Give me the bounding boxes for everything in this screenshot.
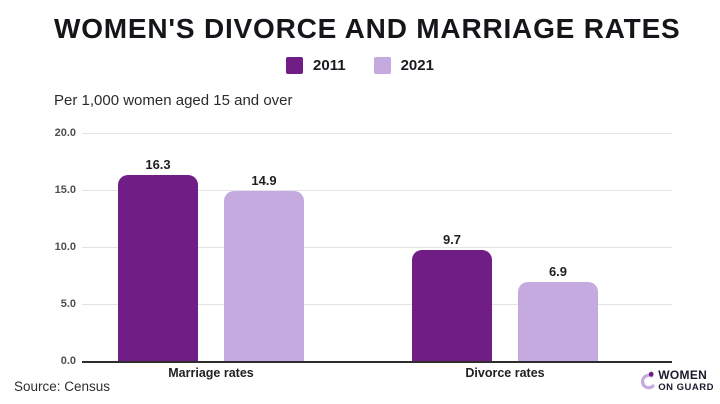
chart-subtitle: Per 1,000 women aged 15 and over — [54, 92, 293, 109]
bar-value-label: 6.9 — [548, 264, 568, 280]
gridline-5.0 — [82, 304, 672, 305]
brand-logo-text: WOMEN ON GUARD — [658, 368, 714, 394]
bar-group-1: 16.3 14.9 — [118, 157, 304, 361]
category-label: Divorce rates — [465, 366, 545, 380]
legend-swatch — [373, 57, 391, 74]
bar-value-label: 16.3 — [145, 157, 171, 173]
women-on-guard-icon — [640, 370, 655, 392]
legend-label: 2021 — [400, 57, 434, 74]
y-tick-label: 15.0 — [54, 184, 76, 196]
bar-cell: 14.9 — [224, 173, 304, 361]
chart-title: WOMEN'S DIVORCE AND MARRIAGE RATES — [54, 13, 681, 44]
bar-cell: 6.9 — [518, 264, 598, 361]
category-label: Marriage rates — [168, 366, 254, 380]
legend-item-2021: 2021 — [373, 57, 434, 74]
x-axis-line — [82, 361, 672, 363]
bar-marriage-rates-2011 — [118, 175, 198, 361]
bar-divorce-rates-2011 — [412, 250, 492, 361]
legend-item-2011: 2011 — [286, 57, 346, 74]
bar-cell: 16.3 — [118, 157, 198, 361]
bar-divorce-rates-2021 — [518, 282, 598, 361]
bar-cell: 9.7 — [412, 232, 492, 361]
y-tick-label: 0.0 — [60, 355, 76, 367]
y-tick-label: 5.0 — [60, 298, 76, 310]
y-tick-label: 20.0 — [54, 127, 76, 139]
legend-label: 2011 — [313, 57, 346, 74]
bar-value-label: 9.7 — [442, 232, 462, 248]
bar-group-2: 9.7 6.9 — [412, 232, 598, 361]
gridline-15.0 — [82, 190, 672, 191]
bar-marriage-rates-2021 — [224, 191, 304, 361]
legend: 2011 2021 — [0, 57, 720, 74]
y-tick-label: 10.0 — [54, 241, 76, 253]
legend-swatch — [286, 57, 304, 74]
plot-area: 20.0 15.0 10.0 5.0 0.0 16.3 14.9 Marriage rates… — [55, 127, 672, 380]
brand-name-line2: ON GUARD — [658, 381, 714, 393]
brand-logo: WOMEN ON GUARD — [640, 368, 714, 394]
brand-name-line1: WOMEN — [658, 368, 708, 382]
source-note: Source: Census — [14, 379, 111, 394]
gridline-20.0 — [82, 133, 672, 134]
gridline-10.0 — [82, 247, 672, 248]
bar-value-label: 14.9 — [251, 173, 277, 189]
